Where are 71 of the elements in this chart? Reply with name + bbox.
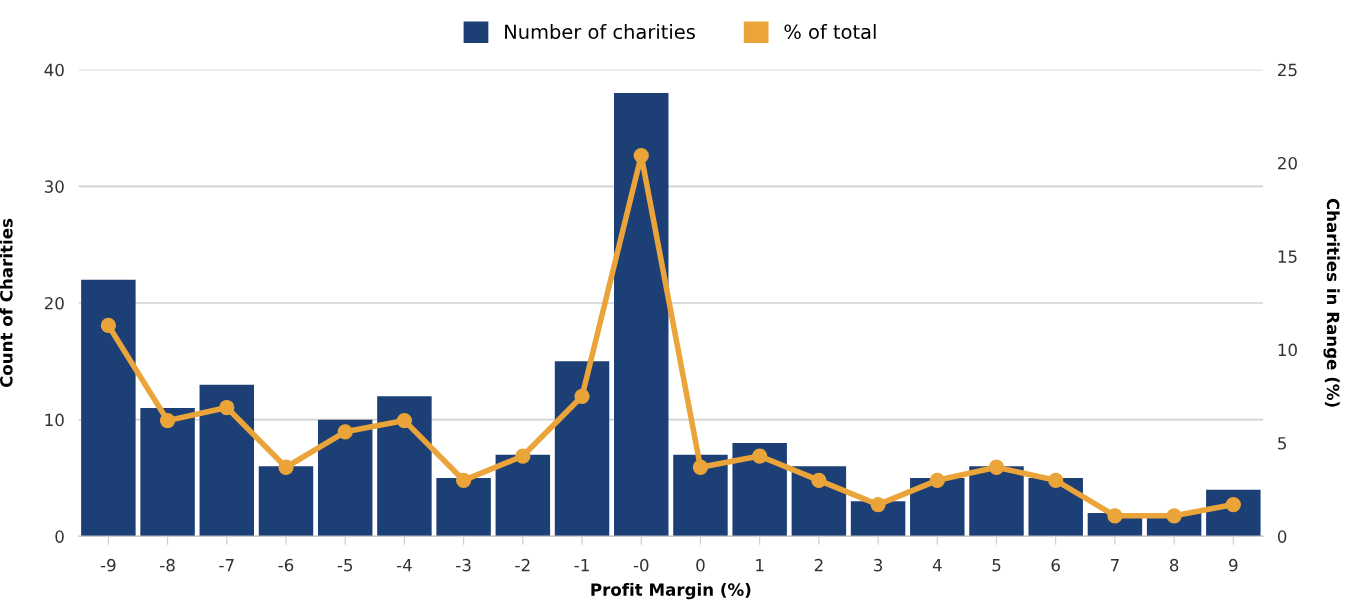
point (396, 412, 413, 429)
x-tick-label: -8 (160, 558, 175, 572)
bar (910, 477, 965, 537)
bar (199, 384, 255, 537)
bar (258, 466, 314, 537)
point (692, 459, 709, 475)
point (278, 459, 294, 475)
bar (673, 454, 728, 537)
point (100, 317, 117, 334)
point (752, 448, 768, 464)
x-tick-label: -4 (396, 559, 412, 572)
point (870, 496, 886, 513)
point (337, 424, 353, 440)
point (574, 388, 590, 404)
legend-label: Number of charities (505, 24, 695, 40)
x-tick-label: 7 (1110, 559, 1119, 572)
x-tick-label: 9 (1229, 558, 1238, 572)
y2-tick-label: 25 (1278, 63, 1297, 77)
x-tick-label: -0 (633, 558, 649, 572)
y-axis-title: Count of Charities (0, 218, 13, 388)
y-tick-label: 0 (55, 530, 64, 543)
x-tick-label: -3 (456, 558, 471, 572)
x-tick-label: 1 (756, 559, 764, 572)
y-tick-label: 10 (45, 413, 64, 427)
x-axis-title: Profit Margin (%) (591, 583, 751, 600)
y2-tick-label: 5 (1278, 437, 1286, 450)
x-tick-label: 2 (814, 558, 823, 572)
y2-tick-label: 10 (1278, 343, 1297, 357)
point (811, 472, 827, 488)
x-tick-label: 0 (696, 558, 705, 572)
y-tick-label: 30 (44, 180, 64, 193)
bar (377, 396, 432, 537)
x-tick-label: -2 (515, 558, 530, 572)
bar (436, 477, 491, 537)
x-tick-label: 6 (1051, 558, 1060, 572)
x-tick-label: 4 (932, 559, 942, 572)
bar (1028, 477, 1083, 537)
point (455, 472, 472, 488)
point (515, 448, 531, 464)
legend-label: % of total (784, 24, 876, 40)
bar (81, 279, 136, 537)
x-tick-label: -9 (100, 558, 116, 572)
y2-axis-title: Charities in Range (%) (1323, 198, 1340, 407)
point (988, 459, 1005, 475)
bar (495, 454, 551, 537)
point (1048, 472, 1064, 488)
y-tick-label: 40 (44, 63, 64, 77)
point (929, 472, 945, 488)
bar (732, 442, 787, 537)
point (633, 147, 649, 164)
bar (140, 407, 195, 537)
x-tick-label: -1 (574, 559, 589, 572)
x-tick-label: 8 (1169, 558, 1179, 572)
y-tick-label: 20 (44, 296, 64, 310)
x-tick-label: -7 (219, 559, 234, 572)
y2-tick-label: 0 (1277, 530, 1287, 543)
x-tick-label: 3 (874, 558, 883, 572)
bar (614, 93, 669, 537)
y2-tick-label: 20 (1278, 156, 1297, 170)
bar (317, 419, 373, 537)
bar (850, 501, 906, 537)
point (219, 399, 235, 416)
y2-tick-label: 15 (1278, 250, 1297, 263)
point (1107, 508, 1123, 524)
point (159, 412, 176, 429)
x-tick-label: -5 (337, 559, 353, 572)
x-tick-label: 5 (992, 559, 1001, 572)
bar (554, 361, 610, 537)
bar (969, 466, 1024, 537)
x-tick-label: -6 (278, 558, 294, 572)
point (1166, 508, 1182, 524)
